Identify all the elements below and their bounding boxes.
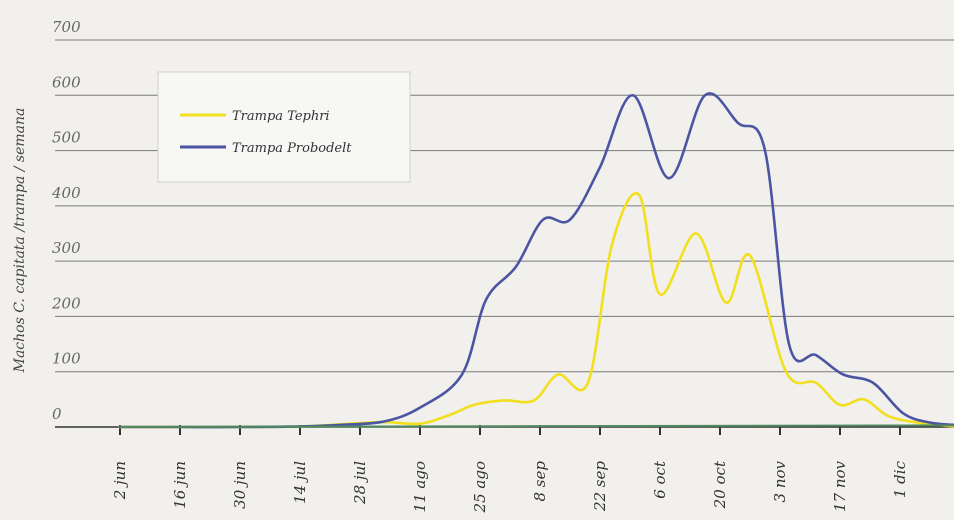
x-tick-label: 25 ago: [471, 461, 489, 513]
y-tick-label: 0: [52, 405, 62, 423]
x-tick-label: 17 nov: [831, 460, 849, 512]
series-line-baseline-2: [119, 424, 954, 428]
legend-box: [157, 71, 411, 183]
y-tick-labels: 0 100 200 300 400 500 600 700: [51, 18, 81, 423]
x-tick-label: 28 jul: [351, 461, 369, 505]
x-tick-label: 22 sep: [591, 461, 609, 512]
y-tick-label: 100: [52, 350, 81, 368]
legend-label-probodelt: Trampa Probodelt: [232, 141, 352, 156]
y-tick-label: 200: [51, 294, 81, 312]
y-tick-label: 300: [52, 239, 81, 257]
legend: Trampa Tephri Trampa Probodelt: [157, 71, 411, 183]
y-axis-label: Machos C. capitata /trampa / semana: [12, 108, 28, 374]
x-tick-label: 15 dic: [951, 460, 954, 507]
series-lines: [118, 92, 954, 429]
x-tick-label: 1 dic: [891, 460, 909, 498]
x-tick-label: 3 nov: [771, 460, 789, 502]
x-tick-label: 11 ago: [411, 461, 429, 512]
y-tick-label: 600: [52, 73, 81, 91]
y-tick-label: 500: [52, 129, 81, 147]
x-tick-label: 6 oct: [651, 460, 669, 499]
legend-label-tephri: Trampa Tephri: [232, 109, 330, 124]
x-tick-label: 2 jun: [111, 461, 129, 500]
y-tick-label: 700: [52, 18, 81, 36]
x-tick-label: 20 oct: [711, 460, 729, 509]
series-line-trampa-probodelt: [118, 92, 954, 429]
x-tick-label: 30 jun: [231, 461, 249, 509]
x-tick-label: 16 jun: [171, 461, 189, 509]
x-tick-label: 8 sep: [531, 461, 549, 502]
x-tick-label: 14 jul: [291, 461, 309, 504]
y-tick-label: 400: [51, 184, 81, 202]
